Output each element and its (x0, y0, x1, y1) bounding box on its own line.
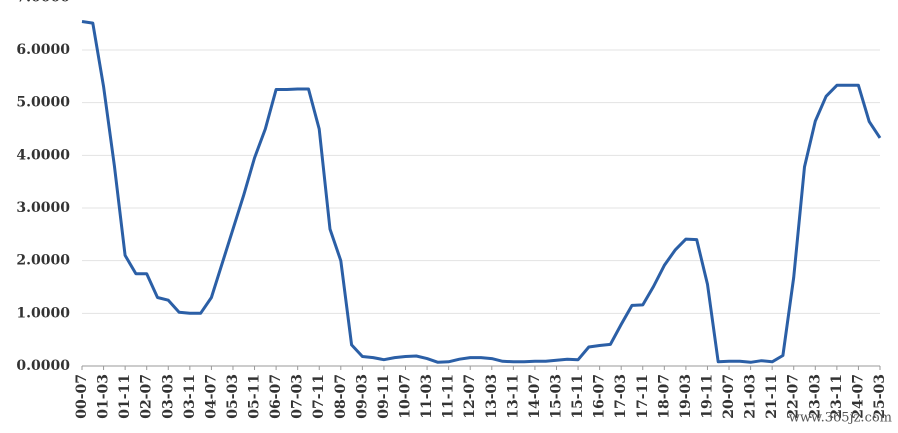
x-tick-label: 03-11 (182, 374, 198, 419)
x-tick-label: 24-07 (850, 374, 866, 419)
x-tick-label: 03-03 (160, 374, 176, 419)
x-tick-label: 13-11 (505, 374, 521, 419)
x-tick-label: 06-07 (268, 374, 284, 419)
x-tick-label: 01-11 (117, 374, 133, 419)
x-tick-label: 08-07 (333, 374, 349, 419)
x-tick-label: 09-03 (354, 374, 370, 419)
x-tick-label: 19-11 (699, 374, 715, 419)
y-tick-label: 2.0000 (16, 253, 70, 269)
x-tick-label: 10-07 (398, 374, 414, 419)
y-tick-label: 6.0000 (16, 42, 70, 58)
x-tick-label: 17-03 (613, 374, 629, 419)
x-tick-label: 23-03 (807, 374, 823, 419)
x-tick-label: 17-11 (635, 374, 651, 419)
x-tick-label: 18-07 (656, 374, 672, 419)
x-tick-label: 05-03 (225, 374, 241, 419)
x-tick-label: 04-07 (203, 374, 219, 419)
x-tick-label: 00-07 (74, 374, 90, 419)
x-tick-label: 15-03 (548, 374, 564, 419)
x-tick-label: 07-11 (311, 374, 327, 419)
x-tick-label: 25-03 (872, 374, 888, 419)
y-tick-label: 0.0000 (16, 358, 70, 374)
x-tick-label: 11-11 (441, 374, 457, 419)
line-series (81, 20, 882, 364)
x-tick-label: 05-11 (247, 374, 263, 419)
x-tick-label: 01-03 (96, 374, 112, 419)
x-tick-label: 12-07 (462, 374, 478, 419)
x-tick-label: 21-03 (743, 374, 759, 419)
y-tick-label: 1.0000 (16, 305, 70, 321)
x-tick-label: 02-07 (139, 374, 155, 419)
x-tick-label: 07-03 (290, 374, 306, 419)
x-tick-label: 11-03 (419, 374, 435, 419)
x-tick-label: 16-07 (592, 374, 608, 419)
x-tick-label: 21-11 (764, 374, 780, 419)
x-tick-label: 23-11 (829, 374, 845, 419)
x-tick-label: 20-07 (721, 374, 737, 419)
y-tick-label: 3.0000 (16, 200, 70, 216)
x-tick-label: 13-03 (484, 374, 500, 419)
x-tick-label: 14-07 (527, 374, 543, 419)
x-tick-label: 15-11 (570, 374, 586, 419)
y-tick-label: 5.0000 (16, 95, 70, 111)
x-tick-label: 19-03 (678, 374, 694, 419)
x-tick-label: 22-07 (786, 374, 802, 419)
y-tick-label: 4.0000 (16, 147, 70, 163)
x-tick-label: 09-11 (376, 374, 392, 419)
y-tick-label: 7.0000 (16, 0, 70, 5)
watermark: www.365jz.com (789, 411, 892, 426)
